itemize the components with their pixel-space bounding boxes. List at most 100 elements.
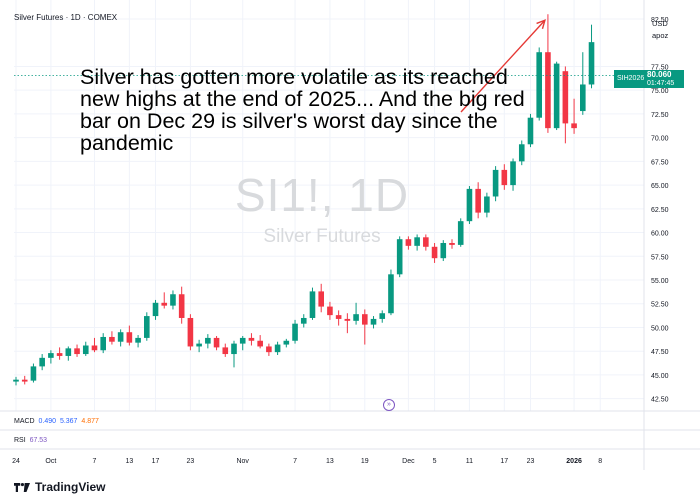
candle-body <box>362 314 368 325</box>
annotation-arrow <box>460 19 546 113</box>
candle <box>335 310 342 326</box>
candle-body <box>248 337 255 341</box>
candle <box>205 334 211 349</box>
candle <box>562 66 569 144</box>
candle <box>344 313 351 334</box>
candle-body <box>39 357 45 367</box>
candle-body <box>571 123 577 129</box>
y-tick-label: 77.50 <box>651 64 669 71</box>
candle-body <box>48 353 54 358</box>
candle-body <box>205 337 211 344</box>
x-tick-label: Oct <box>45 458 56 465</box>
symbol-title[interactable]: Silver Futures · 1D · COMEX <box>14 13 118 22</box>
candle <box>213 336 220 351</box>
candle <box>274 341 281 355</box>
candle-body <box>536 52 542 118</box>
candle <box>527 113 534 148</box>
candle-body <box>117 332 124 342</box>
annotation-text: Silver has gotten more volatile as its r… <box>80 65 525 155</box>
candle-body <box>327 306 333 316</box>
candle-body <box>449 242 455 245</box>
candle-body <box>457 221 464 245</box>
arrow-shaft <box>460 19 546 113</box>
x-tick-label: 7 <box>93 458 97 465</box>
candle <box>466 186 473 225</box>
candle <box>449 239 455 249</box>
currency-selector[interactable]: USD apoz <box>652 18 668 42</box>
candle <box>187 314 194 351</box>
candle <box>518 140 525 166</box>
candle-body <box>144 316 150 338</box>
candle <box>48 350 54 364</box>
candle-body <box>292 323 298 341</box>
candle <box>65 346 72 361</box>
candle <box>309 287 316 320</box>
candle-body <box>187 317 194 347</box>
candle <box>501 164 508 190</box>
x-tick-label: 19 <box>361 458 369 465</box>
candle <box>300 314 307 328</box>
macd-legend[interactable]: MACD 0.490 5.367 4.877 <box>14 418 99 425</box>
candle-body <box>414 237 420 246</box>
candle <box>283 338 290 348</box>
x-tick-label: 17 <box>152 458 160 465</box>
x-tick-label: 23 <box>527 458 535 465</box>
candle <box>30 363 37 383</box>
candle <box>292 319 298 344</box>
y-tick-label: 62.50 <box>651 207 669 214</box>
candle <box>405 236 412 250</box>
candle-body <box>484 196 490 213</box>
candle <box>457 218 464 247</box>
candle-body <box>431 246 438 259</box>
candle-body <box>379 313 386 319</box>
candle-body <box>178 294 185 318</box>
last-price-tag: 80.060 01:47:45 <box>644 70 684 88</box>
y-tick-label: 82.50 <box>651 17 669 24</box>
tradingview-logo-icon <box>14 482 30 492</box>
candle-body <box>135 337 141 343</box>
candle-body <box>492 169 499 197</box>
candle-body <box>510 161 516 186</box>
x-tick-label: 23 <box>187 458 195 465</box>
macd-value: 0.490 <box>38 418 57 425</box>
candle <box>571 98 577 134</box>
candle-body <box>309 291 316 318</box>
candle-body <box>213 337 220 348</box>
candle <box>13 376 19 386</box>
candle-body <box>562 71 569 124</box>
candle <box>536 47 542 121</box>
candle <box>144 312 150 341</box>
last-price-symbol-tag: SIH2026 <box>614 70 644 88</box>
candle-body <box>580 84 586 112</box>
candle-body <box>161 302 168 306</box>
x-tick-label: 5 <box>433 458 437 465</box>
candle <box>475 182 481 219</box>
y-tick-label: 42.50 <box>651 397 669 404</box>
candle-body <box>553 63 560 129</box>
y-tick-label: 57.50 <box>651 254 669 261</box>
x-tick-label: 8 <box>598 458 602 465</box>
candle <box>196 339 202 353</box>
candle <box>362 309 368 345</box>
go-to-realtime-icon[interactable]: » <box>383 399 395 411</box>
candle <box>74 344 80 357</box>
candle <box>257 335 263 349</box>
rsi-legend[interactable]: RSI 67.53 <box>14 437 47 444</box>
candle <box>396 236 403 278</box>
tradingview-logo[interactable]: TradingView <box>14 480 105 494</box>
candle-body <box>318 291 324 307</box>
candle-body <box>423 237 429 247</box>
candle-body <box>30 366 37 381</box>
candle-body <box>126 332 133 343</box>
candle-body <box>527 117 534 145</box>
candle <box>170 290 176 310</box>
x-tick-label: Nov <box>236 458 249 465</box>
candle-body <box>109 336 115 342</box>
candle <box>39 354 45 371</box>
y-tick-label: 52.50 <box>651 302 669 309</box>
candle <box>21 375 28 385</box>
candle-body <box>152 302 159 317</box>
candle <box>510 158 516 191</box>
bar-countdown: 01:47:45 <box>647 80 675 87</box>
